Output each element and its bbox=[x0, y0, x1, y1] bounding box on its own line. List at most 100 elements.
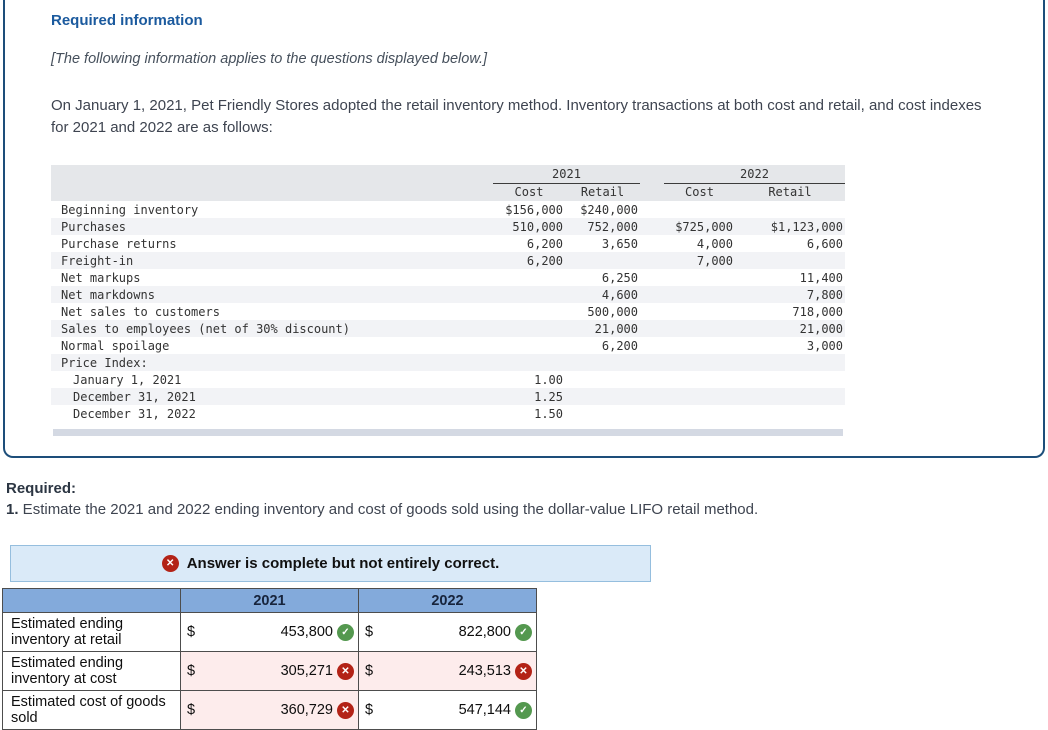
inventory-cell-cost-2022: 7,000 bbox=[696, 253, 733, 268]
currency-symbol: $ bbox=[187, 624, 196, 640]
answer-value-cell: $ 305,271 ✕ bbox=[180, 651, 359, 691]
inventory-cell-retail-2022: 6,600 bbox=[806, 236, 843, 251]
inventory-table-row: Beginning inventory $156,000 $240,000 bbox=[51, 201, 845, 218]
inventory-cell-cost-2021: 510,000 bbox=[512, 219, 563, 234]
inventory-cell-gap bbox=[640, 252, 664, 269]
inventory-row-label: Sales to employees (net of 30% discount) bbox=[61, 321, 350, 336]
col-header-cost-2022: Cost bbox=[685, 185, 714, 200]
x-circle-icon: ✕ bbox=[161, 555, 179, 572]
answer-amount: 305,271 bbox=[280, 663, 333, 679]
inventory-cell-retail-2021: 4,600 bbox=[601, 287, 638, 302]
check-circle-icon: ✓ bbox=[337, 623, 354, 641]
required-heading: Required: bbox=[6, 480, 77, 497]
inventory-row-label: Net sales to customers bbox=[61, 304, 220, 319]
inventory-cell-retail-2022 bbox=[735, 354, 845, 371]
inventory-cell-cost-2021 bbox=[493, 303, 565, 320]
inventory-cell-cost-2021: 1.50 bbox=[534, 406, 563, 421]
inventory-cell-retail-2021 bbox=[565, 354, 640, 371]
inventory-cell-gap bbox=[640, 235, 664, 252]
answer-header-2021: 2021 bbox=[180, 588, 359, 613]
currency-symbol: $ bbox=[365, 702, 374, 718]
panel-title: Required information bbox=[51, 12, 203, 29]
col-header-retail-2022: Retail bbox=[768, 185, 812, 200]
x-circle-icon: ✕ bbox=[337, 662, 354, 680]
inventory-cell-gap bbox=[640, 303, 664, 320]
feedback-message: Answer is complete but not entirely corr… bbox=[186, 555, 500, 572]
inventory-cell-retail-2021: 3,650 bbox=[601, 236, 638, 251]
answer-header-row: 2021 2022 bbox=[2, 588, 537, 613]
inventory-cell-retail-2022: $1,123,000 bbox=[770, 219, 843, 234]
inventory-cell-cost-2021: 1.00 bbox=[534, 372, 563, 387]
inventory-table-row: Price Index: bbox=[51, 354, 845, 371]
currency-symbol: $ bbox=[365, 663, 374, 679]
col-header-cost-2021: Cost bbox=[514, 185, 544, 200]
inventory-cell-retail-2021: 21,000 bbox=[594, 321, 638, 336]
inventory-cell-gap bbox=[640, 388, 664, 405]
answer-amount: 822,800 bbox=[458, 624, 511, 640]
col-header-retail-2021: Retail bbox=[580, 185, 625, 200]
answer-header-2022: 2022 bbox=[358, 588, 537, 613]
inventory-cell-cost-2022 bbox=[664, 201, 735, 218]
answer-table-row: Estimated ending inventory at cost $ 305… bbox=[2, 651, 537, 691]
inventory-table-row: January 1, 2021 1.00 bbox=[51, 371, 845, 388]
inventory-row-label: Normal spoilage bbox=[61, 338, 170, 353]
panel-subtitle: [The following information applies to th… bbox=[51, 51, 488, 67]
inventory-cell-retail-2022: 21,000 bbox=[799, 321, 843, 336]
answer-table-body: Estimated ending inventory at retail $ 4… bbox=[2, 612, 537, 730]
inventory-cell-retail-2022 bbox=[735, 252, 845, 269]
horizontal-scrollbar[interactable] bbox=[53, 429, 843, 436]
inventory-table-wrap: 2021 2022 Cost Retail Cost Retail Beginn… bbox=[51, 165, 997, 436]
inventory-cell-gap bbox=[640, 337, 664, 354]
inventory-table-row: Purchase returns 6,200 3,650 4,000 6,600 bbox=[51, 235, 845, 252]
year-header-2022: 2022 bbox=[664, 165, 845, 184]
header-gap bbox=[640, 165, 664, 183]
inventory-row-label: Beginning inventory bbox=[61, 202, 199, 217]
inventory-table: 2021 2022 Cost Retail Cost Retail Beginn… bbox=[51, 165, 845, 422]
year-header-row: 2021 2022 bbox=[51, 165, 845, 184]
problem-description: On January 1, 2021, Pet Friendly Stores … bbox=[51, 97, 982, 136]
inventory-cell-cost-2021 bbox=[493, 269, 565, 286]
inventory-cell-gap bbox=[640, 269, 664, 286]
answer-row-label: Estimated cost of goods sold bbox=[2, 690, 181, 730]
required-section: Required: 1. Estimate the 2021 and 2022 … bbox=[6, 480, 1048, 518]
inventory-cell-retail-2022 bbox=[735, 371, 845, 388]
inventory-cell-cost-2021 bbox=[493, 354, 565, 371]
inventory-row-label: Purchases bbox=[61, 219, 127, 234]
answer-value-cell: $ 822,800 ✓ bbox=[358, 612, 537, 652]
inventory-cell-cost-2021 bbox=[493, 286, 565, 303]
inventory-row-label: Price Index: bbox=[61, 355, 148, 370]
inventory-cell-retail-2021: 500,000 bbox=[587, 304, 638, 319]
answer-table-row: Estimated cost of goods sold $ 360,729 ✕… bbox=[2, 690, 537, 730]
answer-value-cell: $ 243,513 ✕ bbox=[358, 651, 537, 691]
answer-value-cell: $ 547,144 ✓ bbox=[358, 690, 537, 730]
currency-symbol: $ bbox=[187, 663, 196, 679]
currency-symbol: $ bbox=[365, 624, 374, 640]
answer-table-row: Estimated ending inventory at retail $ 4… bbox=[2, 612, 537, 652]
inventory-cell-cost-2021 bbox=[493, 337, 565, 354]
header-spacer bbox=[51, 165, 493, 183]
inventory-cell-gap bbox=[640, 371, 664, 388]
answer-amount: 243,513 bbox=[458, 663, 511, 679]
currency-symbol: $ bbox=[187, 702, 196, 718]
inventory-table-row: Net markdowns 4,600 7,800 bbox=[51, 286, 845, 303]
inventory-cell-retail-2021: 752,000 bbox=[587, 219, 638, 234]
inventory-row-label: Purchase returns bbox=[61, 236, 177, 251]
inventory-table-row: Freight-in 6,200 7,000 bbox=[51, 252, 845, 269]
inventory-cell-gap bbox=[640, 405, 664, 422]
inventory-cell-retail-2022 bbox=[735, 405, 845, 422]
feedback-banner: ✕ Answer is complete but not entirely co… bbox=[10, 545, 651, 582]
check-circle-icon: ✓ bbox=[515, 701, 532, 719]
inventory-cell-cost-2022: $725,000 bbox=[675, 219, 733, 234]
inventory-cell-cost-2021: $156,000 bbox=[505, 202, 563, 217]
inventory-cell-gap bbox=[640, 286, 664, 303]
inventory-cell-retail-2022: 11,400 bbox=[799, 270, 843, 285]
inventory-cell-retail-2021 bbox=[565, 388, 640, 405]
year-header-2021: 2021 bbox=[493, 165, 640, 184]
inventory-cell-cost-2022 bbox=[664, 388, 735, 405]
answer-amount: 360,729 bbox=[280, 702, 333, 718]
answer-row-label: Estimated ending inventory at retail bbox=[2, 612, 181, 652]
inventory-row-label: January 1, 2021 bbox=[73, 372, 182, 387]
inventory-cell-retail-2021 bbox=[565, 371, 640, 388]
inventory-cell-cost-2021: 6,200 bbox=[526, 236, 563, 251]
answer-value-cell: $ 360,729 ✕ bbox=[180, 690, 359, 730]
